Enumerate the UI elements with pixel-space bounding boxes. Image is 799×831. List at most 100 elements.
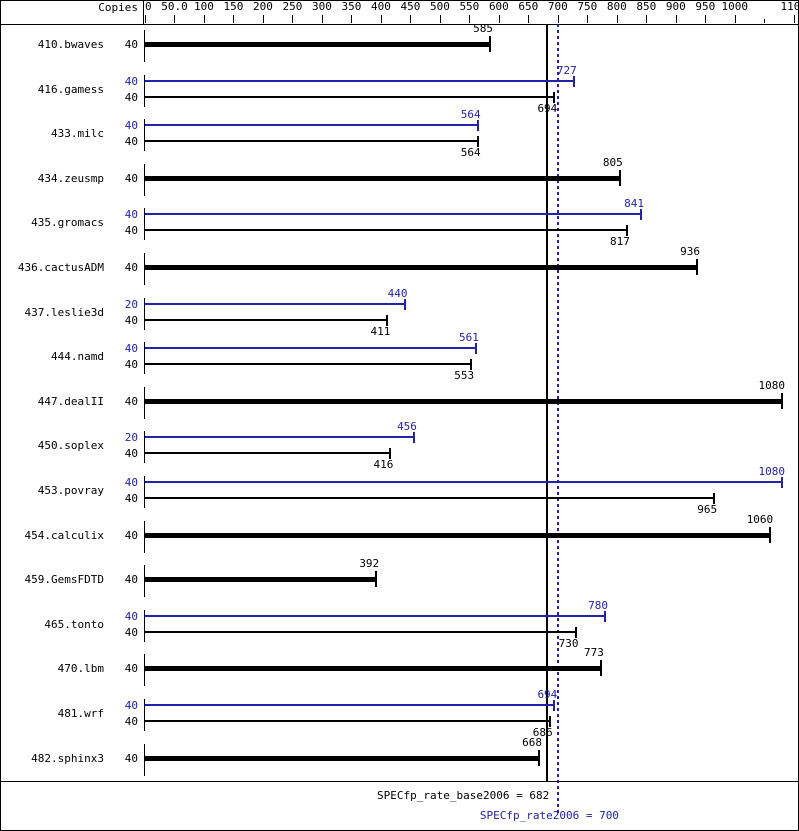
copies-value-base: 40	[124, 90, 138, 104]
result-bar-base	[145, 532, 771, 538]
copies-column-header: Copies	[98, 1, 138, 14]
row-axis-stub	[144, 163, 145, 196]
bar-end-cap	[553, 91, 556, 103]
benchmark-row: 459.GemsFDTD 40 392	[0, 557, 799, 605]
bar-end-cap	[604, 610, 607, 622]
x-tick-label: 850	[636, 0, 657, 13]
result-value-base: 817	[609, 235, 630, 249]
bar-end-cap	[389, 448, 392, 460]
x-tick-label: 400	[370, 0, 391, 13]
result-value-peak: 456	[397, 420, 417, 434]
bar-end-cap	[599, 660, 602, 677]
copies-value-base: 40	[124, 492, 138, 505]
bar-end-cap	[386, 314, 389, 326]
result-bar-base	[145, 577, 377, 583]
x-tick-label: 100	[194, 0, 214, 13]
bar-end-cap	[476, 136, 479, 148]
x-tick-label: 50.0	[161, 0, 188, 13]
benchmark-name: 470.lbm	[57, 662, 104, 676]
result-bar-peak	[145, 436, 414, 439]
x-tick-label: 950	[695, 0, 716, 13]
x-axis-scale: 0 50.0 100 150 200 250 300 350 400 450 500 550 600 65…	[145, 0, 799, 24]
row-axis-stub	[144, 342, 145, 375]
row-axis-stub	[144, 609, 145, 642]
result-value-peak: 841	[624, 197, 645, 211]
x-tick-mark	[646, 15, 648, 23]
x-tick-mark	[469, 15, 471, 23]
x-tick-mark	[557, 15, 559, 23]
x-tick-mark	[380, 15, 382, 23]
benchmark-row: 453.povray 40 40 1080 965	[0, 466, 799, 516]
result-value-peak: 564	[460, 108, 481, 122]
result-value-peak: 694	[537, 688, 558, 701]
result-bar-base	[145, 175, 620, 181]
benchmark-name: 434.zeusmp	[37, 171, 104, 185]
bar-end-cap	[625, 225, 628, 237]
result-bar-base	[145, 318, 388, 321]
copies-value: 40	[124, 528, 138, 542]
x-tick-mark	[705, 15, 707, 23]
copies-value-peak: 40	[124, 208, 138, 222]
result-bar-base	[145, 363, 472, 366]
x-tick-mark	[203, 15, 205, 23]
result-value-base: 392	[359, 557, 380, 571]
peak-mean-reference-line	[556, 24, 559, 813]
benchmark-name: 444.namd	[51, 350, 104, 364]
benchmark-name: 450.soplex	[37, 439, 104, 453]
benchmark-name: 437.leslie3d	[24, 305, 104, 319]
footer-separator	[0, 781, 799, 782]
bar-end-cap	[548, 716, 551, 727]
copies-value: 40	[124, 394, 138, 408]
row-axis-stub	[144, 119, 145, 152]
row-axis-stub	[144, 699, 145, 731]
x-tick-mark	[528, 15, 530, 23]
bar-end-cap	[553, 700, 556, 711]
benchmark-name: 436.cactusADM	[17, 261, 104, 274]
result-value-base: 564	[460, 146, 481, 160]
x-tick-mark	[410, 15, 412, 23]
copies-value: 40	[124, 171, 138, 185]
result-value-base: 805	[602, 155, 623, 169]
row-axis-stub	[144, 253, 145, 285]
result-bar-base	[145, 497, 715, 499]
x-tick-label: 1100	[780, 0, 799, 13]
benchmark-name: 482.sphinx3	[31, 751, 104, 765]
copies-value-base: 40	[124, 447, 138, 461]
result-bar-peak	[145, 213, 642, 216]
frame-left-border	[0, 0, 1, 831]
result-value-base: 936	[680, 245, 701, 258]
x-tick-label: 200	[253, 0, 273, 13]
copies-value-base: 40	[124, 313, 138, 327]
benchmark-name: 416.gamess	[37, 82, 104, 96]
bar-end-cap	[470, 359, 473, 371]
result-value-peak: 1080	[758, 465, 785, 478]
copies-value: 40	[124, 751, 138, 765]
row-axis-stub	[144, 74, 145, 107]
copies-value: 40	[124, 261, 138, 274]
x-tick-label: 900	[665, 0, 686, 13]
benchmark-row: 465.tonto 40 40 780 730	[0, 599, 799, 650]
x-tick-mark	[439, 15, 441, 23]
bar-end-cap	[696, 259, 699, 275]
row-axis-stub	[144, 743, 145, 776]
plot-area: 410.bwaves 40 585 416.gamess 40 40 727 694 433.m…	[0, 23, 799, 813]
benchmark-row: 436.cactusADM 40 936	[0, 245, 799, 293]
result-value-base: 416	[373, 458, 394, 472]
copies-value-base: 40	[124, 625, 138, 639]
bar-end-cap	[713, 493, 716, 504]
result-bar-base	[145, 229, 627, 232]
result-value-peak: 561	[459, 331, 479, 345]
peak-mean-label: SPECfp_rate2006 = 700	[479, 809, 619, 822]
result-bar-peak	[145, 124, 478, 127]
x-tick-mark	[262, 15, 264, 23]
result-bar-base	[145, 452, 391, 455]
bar-end-cap	[403, 298, 406, 310]
result-bar-peak	[145, 614, 606, 617]
copies-value-peak: 40	[124, 342, 138, 356]
result-bar-peak	[145, 481, 782, 483]
bar-end-cap	[780, 392, 783, 409]
x-tick-mark	[793, 15, 795, 23]
x-tick-mark	[587, 15, 589, 23]
bar-end-cap	[412, 432, 415, 444]
benchmark-name: 447.dealII	[37, 394, 104, 408]
